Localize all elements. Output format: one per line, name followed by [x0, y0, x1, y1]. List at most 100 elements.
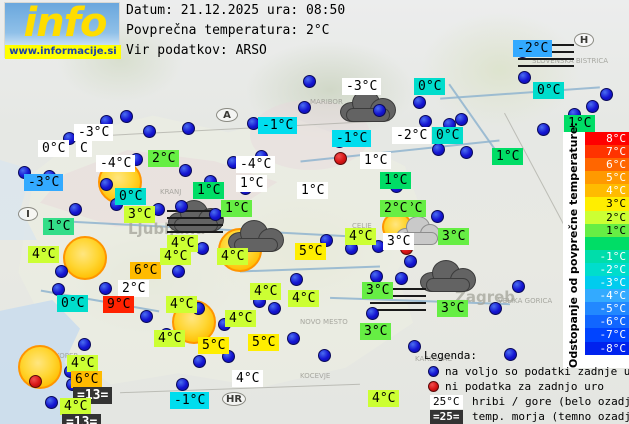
temperature-deviation-scale: Odstopanje od povprečne temperature: 8°C… — [563, 122, 629, 368]
temperature-label: 1°C — [236, 175, 268, 192]
scale-step: -4°C — [585, 289, 629, 303]
temperature-label: 5°C — [295, 243, 327, 260]
station-dot — [395, 272, 408, 285]
scale-step: 3°C — [585, 197, 629, 211]
station-dot — [268, 302, 281, 315]
legend-text-sea: temp. morja (temno ozadje) — [472, 410, 629, 423]
station-dot — [120, 110, 133, 123]
station-dot — [413, 96, 426, 109]
station-dot — [287, 332, 300, 345]
station-dot — [373, 104, 386, 117]
station-dot — [318, 349, 331, 362]
station-dot — [69, 203, 82, 216]
station-dot — [175, 200, 188, 213]
temperature-label: 1°C — [193, 182, 225, 199]
station-dot — [600, 88, 613, 101]
sea-temperature-label: =13= — [62, 414, 102, 424]
station-dot — [176, 378, 189, 391]
scale-step: 7°C — [585, 145, 629, 159]
station-dot-no-data — [334, 152, 347, 165]
station-dot — [45, 396, 58, 409]
station-dot — [404, 255, 417, 268]
info-logo[interactable]: info www.informacije.si — [4, 0, 121, 59]
city-name-label: SLOVENSKA BISTRICA — [532, 57, 609, 65]
scale-step: -6°C — [585, 315, 629, 329]
station-dot — [408, 340, 421, 353]
logo-website-url: www.informacije.si — [5, 45, 121, 59]
station-dot — [586, 100, 599, 113]
temperature-label: 4°C — [288, 290, 320, 307]
temperature-label: 1°C — [43, 218, 75, 235]
temperature-label: 0°C — [115, 188, 147, 205]
red-station-dot-icon — [428, 381, 439, 392]
station-dot — [78, 338, 91, 351]
city-name-label: KOPER — [55, 352, 78, 360]
temperature-label: 1°C — [360, 152, 392, 169]
temperature-label: 1°C — [564, 115, 596, 132]
temperature-label: -3°C — [74, 124, 114, 141]
station-dot — [55, 265, 68, 278]
city-name-label: NOVO MESTO — [300, 318, 348, 326]
temperature-label: -3°C — [342, 78, 382, 95]
temperature-label: 1°C — [221, 200, 253, 217]
temperature-label: 4°C — [217, 248, 249, 265]
temperature-label: 4°C — [28, 246, 60, 263]
city-name-label: VELIKA GORICA — [498, 297, 553, 305]
temperature-label: 4°C — [160, 248, 192, 265]
cloud-icon — [228, 218, 284, 252]
logo-wordmark: info — [23, 0, 107, 46]
station-dot — [179, 164, 192, 177]
temperature-label: -1°C — [332, 130, 372, 147]
temperature-label: 0°C — [57, 295, 89, 312]
city-name-label: Zagreb — [455, 288, 516, 306]
temperature-label: -3°C — [24, 174, 64, 191]
legend: Legenda: na voljo so podatki zadnje ure … — [424, 349, 629, 424]
station-dot — [489, 302, 502, 315]
station-dot — [504, 348, 517, 361]
scale-step: -7°C — [585, 328, 629, 342]
temperature-label: 4°C — [232, 370, 264, 387]
station-dot — [455, 113, 468, 126]
temperature-label: 0°C — [414, 78, 446, 95]
station-dot — [143, 125, 156, 138]
temperature-label: -2°C — [392, 127, 432, 144]
sun-icon — [63, 236, 107, 280]
temperature-label: 5°C — [248, 334, 280, 351]
scale-step: 1°C — [585, 223, 629, 237]
temperature-label: 4°C — [345, 228, 377, 245]
station-dot-no-data — [29, 375, 42, 388]
temperature-label: 4°C — [250, 283, 282, 300]
temperature-label: 4°C — [225, 310, 257, 327]
temperature-label: 4°C — [67, 355, 99, 372]
temperature-label: -4°C — [236, 156, 276, 173]
city-name-label: MARIBOR — [310, 98, 343, 106]
station-dot — [290, 273, 303, 286]
station-dot — [518, 71, 531, 84]
header-data-source: Vir podatkov: ARSO — [126, 43, 267, 58]
scale-step: 2°C — [585, 210, 629, 224]
city-name-label: KOCEVJE — [300, 372, 331, 380]
temperature-label: 6°C — [71, 371, 103, 388]
station-dot — [172, 265, 185, 278]
temperature-label: 0°C — [432, 127, 464, 144]
station-dot — [303, 75, 316, 88]
country-code-marker: H — [574, 33, 594, 47]
country-code-marker: HR — [222, 392, 246, 406]
temperature-label: -1°C — [170, 392, 210, 409]
temperature-label: 3°C — [360, 323, 392, 340]
temperature-label: 3°C — [438, 228, 470, 245]
legend-text-no-data: ni podatka za zadnjo uro — [445, 380, 604, 393]
temperature-label: 3°C — [124, 206, 156, 223]
scale-title: Odstopanje od povprečne temperature: — [567, 122, 580, 368]
scale-step: -5°C — [585, 302, 629, 316]
temperature-label: 1°C — [380, 172, 412, 189]
fog-icon — [167, 210, 223, 236]
station-dot — [182, 122, 195, 135]
temperature-label: -1°C — [258, 117, 298, 134]
temperature-label: 0°C — [38, 140, 70, 157]
station-dot — [512, 280, 525, 293]
temperature-label: 5°C — [198, 337, 230, 354]
temperature-label: 2°C — [380, 200, 412, 217]
city-name-label: KARLOVAC — [415, 355, 453, 363]
